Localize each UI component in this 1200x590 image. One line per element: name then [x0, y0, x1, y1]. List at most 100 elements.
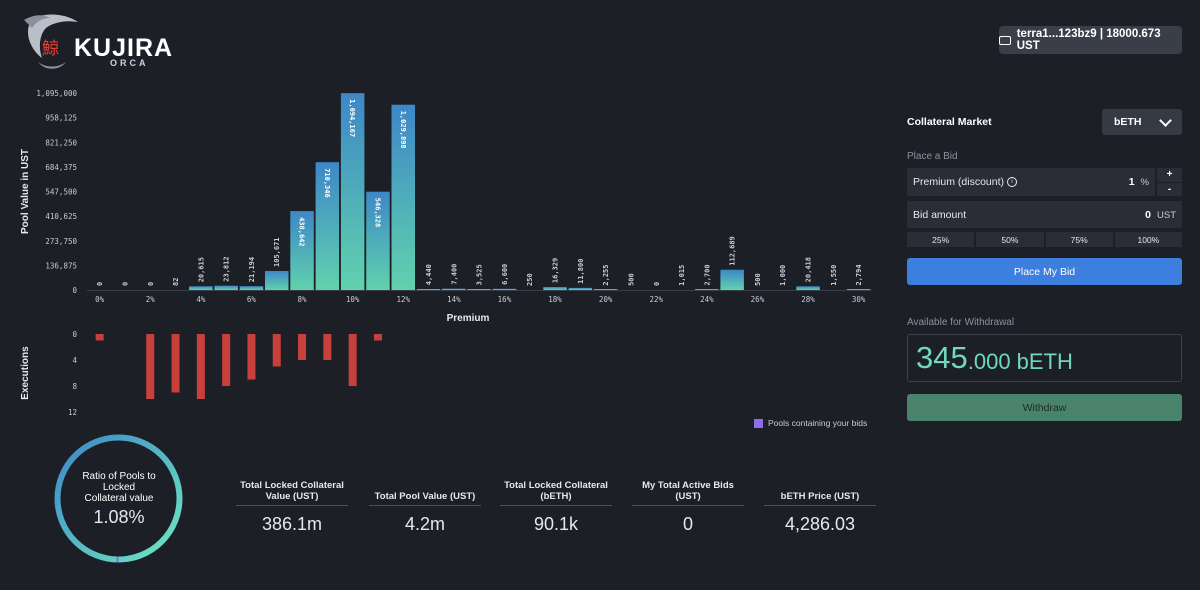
percent-50-button[interactable]: 50% — [976, 232, 1044, 247]
premium-decrement-button[interactable]: - — [1157, 182, 1182, 196]
place-bid-heading: Place a Bid — [907, 151, 958, 162]
stat-my-active-bids: My Total Active Bids (UST) 0 — [632, 470, 744, 535]
bar-value-label: 105,671 — [273, 237, 281, 267]
y-tick-label: 958,125 — [45, 114, 77, 123]
ratio-ring-progress — [54, 434, 183, 563]
stat-label: Value (UST) — [265, 491, 319, 502]
brand-name: KUJIRA — [74, 34, 174, 62]
info-icon[interactable]: i — [1007, 177, 1018, 188]
y-tick-label: 8 — [72, 382, 77, 391]
pool-bar[interactable] — [340, 93, 365, 290]
premium-input[interactable]: 1 — [1128, 176, 1135, 188]
ratio-label-line: Locked — [102, 482, 136, 493]
pool-bar[interactable] — [543, 287, 567, 290]
pool-bar[interactable] — [846, 289, 871, 290]
execution-bar[interactable] — [171, 334, 180, 393]
collateral-market-select[interactable]: bETH — [1102, 109, 1182, 135]
pool-bar[interactable] — [568, 287, 593, 290]
bar-value-label: 1,015 — [678, 265, 686, 286]
pool-bar[interactable] — [239, 286, 264, 290]
pool-bar[interactable] — [315, 162, 340, 290]
stat-label: Total Pool Value (UST) — [374, 491, 476, 502]
execution-bar[interactable] — [222, 334, 231, 386]
pool-bar[interactable] — [593, 289, 618, 290]
pool-bar[interactable] — [467, 289, 491, 290]
bar-value-label: 20,615 — [197, 257, 205, 282]
y-tick-label: 4 — [72, 356, 77, 365]
y-tick-label: 12 — [68, 408, 77, 417]
y-tick-label: 1,095,000 — [36, 89, 77, 98]
bar-value-label: 0 — [96, 282, 104, 286]
x-tick-label: 22% — [649, 295, 663, 304]
x-tick-label: 26% — [751, 295, 765, 304]
withdraw-button[interactable]: Withdraw — [907, 394, 1182, 421]
percent-25-button[interactable]: 25% — [907, 232, 975, 247]
pool-bar[interactable] — [265, 270, 289, 290]
execution-bar[interactable] — [95, 334, 104, 341]
percent-buttons: 25% 50% 75% 100% — [907, 232, 1182, 247]
place-bid-button[interactable]: Place My Bid — [907, 258, 1182, 285]
execution-bar[interactable] — [196, 334, 205, 399]
execution-bar[interactable] — [323, 334, 332, 360]
bar-value-label: 500 — [627, 273, 635, 286]
pool-bar[interactable] — [492, 288, 517, 290]
wallet-button[interactable]: terra1...123bz9 | 18000.673 UST — [999, 26, 1182, 54]
execution-bar[interactable] — [146, 334, 155, 399]
execution-bar[interactable] — [373, 334, 382, 341]
bid-amount-input[interactable]: 0 — [1145, 208, 1151, 221]
pool-bar[interactable] — [695, 289, 719, 290]
premium-stepper[interactable]: + - — [1157, 168, 1182, 196]
stat-locked-collateral-beth: Total Locked Collateral (bETH) 90.1k — [500, 470, 612, 535]
pool-bar[interactable] — [796, 286, 820, 290]
available-withdrawal-box: 345.000 bETH — [907, 334, 1182, 382]
stat-label: My Total Active Bids — [642, 480, 734, 491]
bar-value-label: 0 — [147, 282, 155, 286]
y-tick-label: 0 — [72, 286, 77, 295]
bar-value-label: 20,418 — [805, 257, 813, 282]
bar-value-label: 6,600 — [501, 264, 509, 285]
y-tick-label: 547,500 — [45, 188, 77, 197]
pool-bar[interactable] — [720, 269, 744, 290]
bar-value-label: 2,700 — [703, 264, 711, 285]
percent-75-button[interactable]: 75% — [1045, 232, 1113, 247]
collateral-market-value: bETH — [1114, 116, 1142, 128]
ratio-label: Ratio of Pools to Locked Collateral valu… — [70, 471, 168, 504]
stat-value: 386.1m — [261, 514, 323, 534]
premium-field[interactable]: Premium (discount) i 1% — [907, 168, 1155, 196]
pool-bar[interactable] — [290, 211, 314, 290]
bar-value-label: 11,800 — [577, 259, 585, 284]
pool-bar[interactable] — [366, 191, 390, 290]
pool-bar[interactable] — [214, 285, 238, 290]
legend-label: Pools containing your bids — [768, 418, 868, 428]
available-amount-integer: 345 — [916, 340, 968, 375]
stat-value: 0 — [682, 514, 693, 534]
bid-amount-label: Bid amount — [913, 208, 967, 221]
ratio-label-line: Collateral value — [84, 493, 154, 504]
execution-bar[interactable] — [298, 334, 307, 360]
execution-bar[interactable] — [348, 334, 357, 386]
logo-kanji: 鯨 — [42, 39, 59, 59]
execution-bar[interactable] — [247, 334, 256, 380]
ratio-ring — [54, 434, 183, 563]
collateral-market-label: Collateral Market — [907, 116, 992, 128]
bar-value-label: 23,812 — [223, 256, 231, 281]
stat-label: (UST) — [675, 491, 701, 502]
execution-bar[interactable] — [272, 334, 281, 367]
x-tick-label: 2% — [146, 295, 156, 304]
pool-bar[interactable] — [416, 289, 441, 290]
x-tick-label: 30% — [852, 295, 866, 304]
bar-value-label: 0 — [653, 282, 661, 286]
pool-bar[interactable] — [189, 286, 213, 290]
brand-subtitle: ORCA — [110, 58, 149, 68]
percent-100-button[interactable]: 100% — [1114, 232, 1182, 247]
x-tick-label: 20% — [599, 295, 613, 304]
x-tick-label: 0% — [95, 295, 105, 304]
pool-bar[interactable] — [442, 288, 466, 290]
stat-locked-collateral-value: Total Locked Collateral Value (UST) 386.1… — [236, 470, 348, 535]
premium-increment-button[interactable]: + — [1157, 168, 1182, 182]
bid-amount-unit: UST — [1157, 209, 1176, 221]
stat-label: (bETH) — [540, 491, 572, 502]
bid-amount-field[interactable]: Bid amount 0 UST — [907, 201, 1182, 228]
pool-bar[interactable] — [391, 104, 416, 290]
x-tick-label: 8% — [298, 295, 308, 304]
